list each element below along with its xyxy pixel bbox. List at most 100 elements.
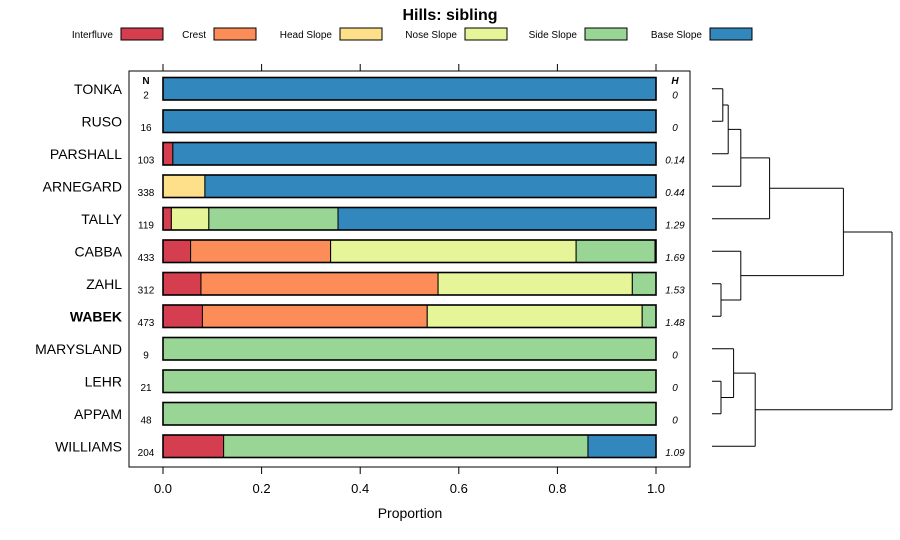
row-label: MARYSLAND	[35, 341, 122, 357]
row-n: 312	[138, 286, 155, 297]
legend-swatch	[584, 27, 628, 41]
row-label: WILLIAMS	[55, 438, 122, 454]
legend-label: Nose Slope	[405, 30, 457, 41]
row-h: 0	[672, 383, 678, 394]
bar-outline	[162, 76, 657, 101]
row-n: 2	[143, 91, 149, 102]
bar-outline	[162, 336, 657, 361]
chart-title: Hills: sibling	[402, 7, 497, 24]
bar-segment	[426, 304, 643, 328]
bar-outline	[162, 271, 657, 296]
bar-outline	[162, 401, 657, 426]
legend-swatch	[709, 27, 753, 41]
row-label: WABEK	[70, 308, 122, 324]
x-tick-label: 0.2	[253, 481, 271, 496]
bar-outline	[162, 239, 657, 264]
bar-outline	[162, 206, 657, 231]
legend-swatch	[120, 27, 164, 41]
row-n: 338	[138, 188, 155, 199]
row-n: 48	[140, 416, 152, 427]
bar-segment	[330, 239, 577, 263]
plot-border	[128, 70, 691, 468]
row-label: RUSO	[82, 113, 123, 129]
row-h: 0.14	[665, 156, 685, 167]
x-axis-title: Proportion	[378, 505, 443, 521]
bar-segment	[587, 434, 657, 458]
row-h: 1.69	[665, 253, 685, 264]
row-h: 1.53	[665, 286, 685, 297]
legend-label: Base Slope	[651, 30, 703, 41]
bar-segment	[204, 174, 657, 198]
bar-segment	[437, 272, 633, 296]
h-header: H	[671, 76, 679, 87]
row-label: PARSHALL	[50, 146, 122, 162]
x-tick-label: 0.6	[450, 481, 468, 496]
bar-segment	[162, 402, 657, 426]
row-h: 0	[672, 123, 678, 134]
bar-segment	[337, 207, 657, 231]
bar-segment	[162, 174, 206, 198]
row-n: 21	[140, 383, 152, 394]
legend-swatch	[213, 27, 257, 41]
legend-label: Interfluve	[72, 30, 114, 41]
bar-segment	[208, 207, 339, 231]
bar-segment	[200, 272, 439, 296]
n-header: N	[142, 76, 149, 87]
row-h: 0	[672, 91, 678, 102]
bar-outline	[162, 174, 657, 199]
row-n: 204	[138, 448, 155, 459]
bar-outline	[162, 434, 657, 459]
bar-segment	[162, 239, 192, 263]
bar-segment	[162, 272, 202, 296]
bar-segment	[172, 142, 657, 166]
row-h: 1.09	[665, 448, 685, 459]
bar-segment	[641, 304, 657, 328]
bar-outline	[162, 141, 657, 166]
row-label: CABBA	[75, 243, 123, 259]
row-n: 433	[138, 253, 155, 264]
row-n: 473	[138, 318, 155, 329]
bar-segment	[162, 142, 174, 166]
bar-segment	[162, 434, 225, 458]
x-tick-label: 0.4	[351, 481, 369, 496]
x-tick-label: 0.0	[154, 481, 172, 496]
bar-outline	[162, 304, 657, 329]
bar-segment	[162, 337, 657, 361]
row-h: 0	[672, 416, 678, 427]
x-tick-label: 1.0	[647, 481, 665, 496]
bar-outline	[162, 369, 657, 394]
bar-segment	[162, 77, 657, 101]
bar-segment	[170, 207, 210, 231]
bar-segment	[201, 304, 428, 328]
legend-swatch	[339, 27, 383, 41]
legend-swatch	[464, 27, 508, 41]
row-label: ARNEGARD	[43, 178, 122, 194]
row-label: LEHR	[85, 373, 122, 389]
row-label: ZAHL	[86, 276, 122, 292]
legend: Interfluve Crest Head Slope Nose Slope Side …	[72, 27, 753, 41]
row-n: 9	[143, 351, 149, 362]
row-n: 16	[140, 123, 152, 134]
x-tick-label: 0.8	[548, 481, 566, 496]
bar-segment	[575, 239, 656, 263]
bar-segment	[162, 109, 657, 133]
row-label: TONKA	[74, 81, 123, 97]
row-n: 119	[138, 221, 154, 232]
row-h: 0	[672, 351, 678, 362]
legend-label: Side Slope	[529, 30, 578, 41]
bar-segment	[162, 369, 657, 393]
row-h: 1.48	[665, 318, 685, 329]
bar-segment	[631, 272, 657, 296]
row-h: 1.29	[665, 221, 685, 232]
legend-label: Crest	[182, 30, 206, 41]
bar-segment	[223, 434, 589, 458]
bar-segment	[162, 304, 203, 328]
bar-outline	[162, 109, 657, 134]
dendrogram	[712, 88, 893, 447]
row-label: APPAM	[74, 406, 122, 422]
row-n: 103	[138, 156, 155, 167]
legend-label: Head Slope	[280, 30, 333, 41]
row-label: TALLY	[81, 211, 122, 227]
bar-segment	[190, 239, 332, 263]
